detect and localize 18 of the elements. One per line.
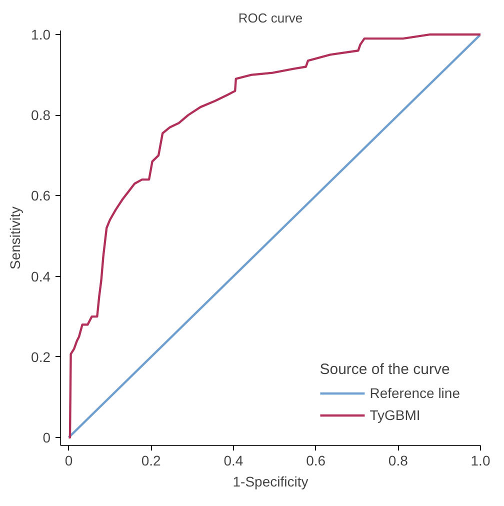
x-tick-label: 0.8 <box>388 452 408 468</box>
chart-title: ROC curve <box>238 10 303 26</box>
y-tick-label: 0.8 <box>31 107 51 124</box>
x-axis-title: 1-Specificity <box>232 474 308 490</box>
y-tick-label: 0.2 <box>31 348 51 365</box>
x-tick-label: 0.2 <box>141 452 162 468</box>
y-tick-label: 0.6 <box>31 188 51 204</box>
y-tick-label: 1.0 <box>31 26 51 43</box>
x-tick-label: 0.6 <box>306 452 326 468</box>
y-tick-label: 0 <box>42 429 51 446</box>
x-tick-label: 0.4 <box>224 452 244 468</box>
legend-label: TyGBMI <box>370 407 420 423</box>
x-tick-label: 0 <box>64 452 73 468</box>
y-tick-label: 0.4 <box>31 268 51 284</box>
y-axis-title: Sensitivity <box>7 206 24 270</box>
legend-title: Source of the curve <box>320 361 451 378</box>
x-tick-label: 1.0 <box>470 452 490 468</box>
legend-label: Reference line <box>370 385 460 401</box>
